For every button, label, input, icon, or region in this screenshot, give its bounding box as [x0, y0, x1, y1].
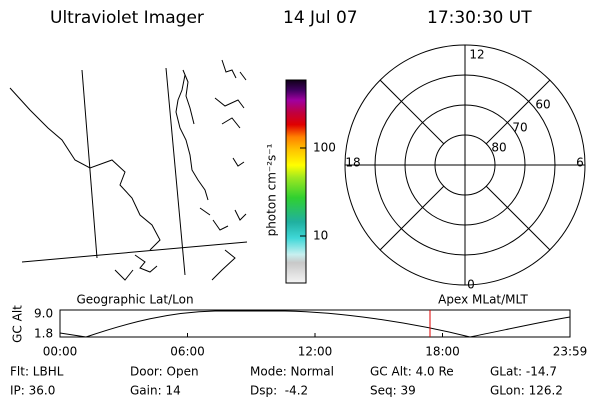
mlt-label: 12 — [469, 48, 484, 62]
colorbar-label: photon cm⁻²s⁻¹ — [265, 143, 279, 236]
color-bar — [285, 79, 307, 284]
y-tick-label: 9.0 — [34, 307, 53, 321]
polar-grid — [344, 44, 586, 286]
plot-title-left: Geographic Lat/Lon — [76, 293, 193, 307]
status-field: Door: Open — [130, 365, 199, 379]
mlat-label: 80 — [491, 141, 506, 155]
instrument: Ultraviolet Imager — [50, 8, 204, 28]
status-field: Mode: Normal — [250, 365, 334, 379]
status-field: Dsp: -4.2 — [250, 384, 308, 398]
x-tick-label: 00:00 — [43, 345, 78, 359]
status-field: Seq: 39 — [370, 384, 416, 398]
status-field: GLat: -14.7 — [490, 365, 557, 379]
colorbar-tick: 100 — [313, 141, 336, 155]
time: 17:30:30 UT — [427, 8, 532, 28]
y-tick-label: 1.8 — [34, 327, 53, 341]
coastline-map — [9, 59, 248, 281]
colorbar-tick: 10 — [313, 229, 328, 243]
status-field: IP: 36.0 — [10, 384, 55, 398]
plot-title-right: Apex MLat/MLT — [438, 293, 528, 307]
status-field: GLon: 126.2 — [490, 384, 563, 398]
status-field: Gain: 14 — [130, 384, 181, 398]
plot-frame — [59, 309, 571, 338]
mlt-label: 6 — [576, 156, 584, 170]
mlt-label: 0 — [467, 278, 475, 292]
mlt-label: 18 — [345, 156, 360, 170]
mlat-label: 70 — [512, 121, 527, 135]
status-field: Flt: LBHL — [10, 365, 64, 379]
status-field: GC Alt: 4.0 Re — [370, 365, 454, 379]
x-tick-label: 23:59 — [553, 345, 588, 359]
altitude-curve — [59, 310, 571, 338]
x-tick-label: 18:00 — [425, 345, 460, 359]
x-tick-label: 06:00 — [170, 345, 205, 359]
y-axis-label: GC Alt — [11, 305, 25, 343]
mlat-label: 60 — [535, 98, 550, 112]
date: 14 Jul 07 — [283, 8, 358, 28]
x-tick-label: 12:00 — [298, 345, 333, 359]
